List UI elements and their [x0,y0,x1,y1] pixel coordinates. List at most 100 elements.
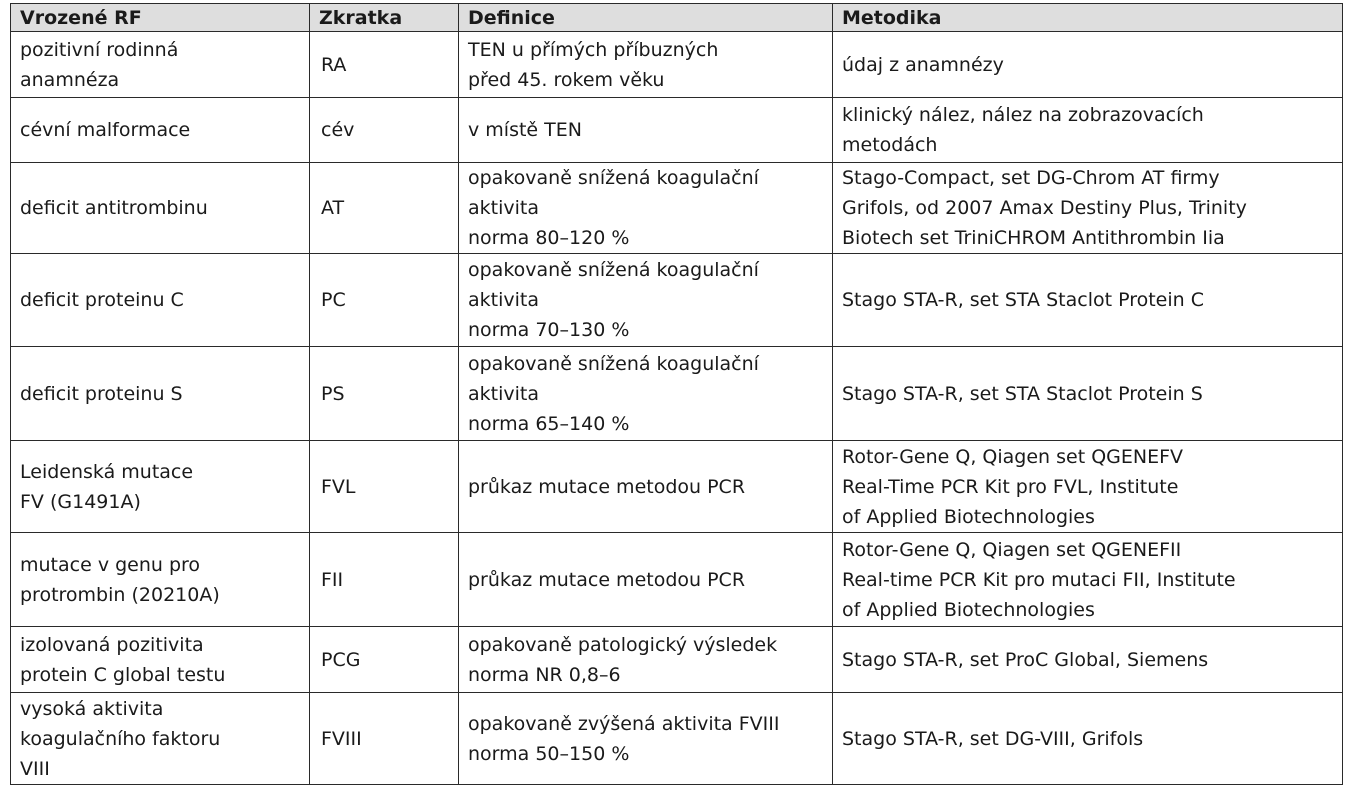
cell-risk-factor: deficit antitrombinu [11,163,310,254]
cell-risk-factor-line: izolovaná pozitivita [20,630,300,660]
cell-definition-line: opakovaně zvýšená aktivita FVIII [468,709,823,739]
table-row: deficit proteinu C PC opakovaně snížená ko… [11,254,1343,347]
cell-definition-line: norma 65–140 % [468,409,823,439]
table-row: vysoká aktivita koagulačního faktoru VIII F… [11,693,1343,785]
cell-definition-line: opakovaně snížená koagulační [468,255,823,285]
cell-definition-line: norma 70–130 % [468,315,823,345]
cell-method-line: klinický nález, nález na zobrazovacích [842,100,1333,130]
cell-risk-factor-line: mutace v genu pro [20,550,300,580]
cell-abbreviation: AT [310,163,459,254]
cell-definition: opakovaně patologický výsledek norma NR 0… [459,627,833,693]
cell-risk-factor-line: pozitivní rodinná [20,35,300,65]
cell-risk-factor-line: cévní malformace [20,115,300,145]
cell-risk-factor-line: protrombin (20210A) [20,580,300,610]
cell-risk-factor-line: deficit proteinu S [20,379,300,409]
cell-definition-line: TEN u přímých příbuzných [468,35,823,65]
risk-factors-table: Vrozené RF Zkratka Definice Metodika poz… [10,3,1343,785]
cell-method-line: Stago STA-R, set DG-VIII, Grifols [842,724,1333,754]
cell-method: Stago STA-R, set ProC Global, Siemens [833,627,1343,693]
cell-definition-line: před 45. rokem věku [468,65,823,95]
cell-method: údaj z anamnézy [833,32,1343,98]
table-row: izolovaná pozitivita protein C global tes… [11,627,1343,693]
cell-risk-factor: cévní malformace [11,98,310,163]
cell-abbreviation: PC [310,254,459,347]
cell-method-line: Biotech set TriniCHROM Antithrombin Iia [842,223,1333,253]
cell-definition-line: opakovaně snížená koagulační [468,163,823,193]
cell-definition: opakovaně snížená koagulační aktivita norm… [459,163,833,254]
cell-risk-factor-line: FV (G1491A) [20,487,300,517]
cell-risk-factor-line: deficit proteinu C [20,285,300,315]
cell-abbreviation: FVIII [310,693,459,785]
cell-method: Stago STA-R, set STA Staclot Protein C [833,254,1343,347]
header-row: Vrozené RF Zkratka Definice Metodika [11,4,1343,32]
cell-definition: průkaz mutace metodou PCR [459,441,833,533]
table-body: pozitivní rodinná anamnéza RA TEN u přímých… [11,32,1343,785]
cell-definition-line: aktivita [468,379,823,409]
cell-risk-factor: deficit proteinu S [11,347,310,441]
cell-method-line: Real-Time PCR Kit pro FVL, Institute [842,472,1333,502]
cell-method: Stago-Compact, set DG-Chrom AT firmy Grif… [833,163,1343,254]
header-method: Metodika [833,4,1343,32]
cell-risk-factor: vysoká aktivita koagulačního faktoru VIII [11,693,310,785]
table-row: deficit proteinu S PS opakovaně snížená ko… [11,347,1343,441]
cell-risk-factor-line: deficit antitrombinu [20,193,300,223]
cell-method-line: Stago-Compact, set DG-Chrom AT firmy [842,163,1333,193]
table-row: cévní malformace cév v místě TEN klinický n… [11,98,1343,163]
cell-method-line: Stago STA-R, set ProC Global, Siemens [842,645,1333,675]
cell-abbreviation: cév [310,98,459,163]
cell-risk-factor: pozitivní rodinná anamnéza [11,32,310,98]
cell-risk-factor: izolovaná pozitivita protein C global tes… [11,627,310,693]
cell-abbreviation: RA [310,32,459,98]
cell-method-line: Stago STA-R, set STA Staclot Protein C [842,285,1333,315]
cell-method: Stago STA-R, set DG-VIII, Grifols [833,693,1343,785]
cell-risk-factor: deficit proteinu C [11,254,310,347]
cell-definition-line: norma 80–120 % [468,223,823,253]
cell-abbreviation: FII [310,533,459,627]
header-definition: Definice [459,4,833,32]
cell-method: klinický nález, nález na zobrazovacích me… [833,98,1343,163]
table-row: deficit antitrombinu AT opakovaně snížená … [11,163,1343,254]
cell-definition-line: norma 50–150 % [468,739,823,769]
cell-risk-factor: mutace v genu pro protrombin (20210A) [11,533,310,627]
cell-definition-line: aktivita [468,193,823,223]
cell-method-line: Rotor-Gene Q, Qiagen set QGENEFII [842,535,1333,565]
table-row: pozitivní rodinná anamnéza RA TEN u přímých… [11,32,1343,98]
cell-method: Stago STA-R, set STA Staclot Protein S [833,347,1343,441]
cell-definition-line: v místě TEN [468,115,823,145]
header-abbr: Zkratka [310,4,459,32]
cell-method-line: of Applied Biotechnologies [842,595,1333,625]
cell-method: Rotor-Gene Q, Qiagen set QGENEFV Real-Tim… [833,441,1343,533]
cell-definition: opakovaně snížená koagulační aktivita norm… [459,347,833,441]
cell-definition-line: aktivita [468,285,823,315]
cell-method-line: metodách [842,130,1333,160]
header-rf: Vrozené RF [11,4,310,32]
cell-method-line: of Applied Biotechnologies [842,502,1333,532]
cell-risk-factor-line: protein C global testu [20,660,300,690]
cell-risk-factor-line: VIII [20,754,300,784]
cell-definition-line: průkaz mutace metodou PCR [468,565,823,595]
cell-definition: v místě TEN [459,98,833,163]
cell-method-line: Stago STA-R, set STA Staclot Protein S [842,379,1333,409]
cell-risk-factor-line: koagulačního faktoru [20,724,300,754]
cell-method-line: Grifols, od 2007 Amax Destiny Plus, Trin… [842,193,1333,223]
cell-risk-factor-line: anamnéza [20,65,300,95]
cell-method: Rotor-Gene Q, Qiagen set QGENEFII Real-ti… [833,533,1343,627]
cell-risk-factor: Leidenská mutace FV (G1491A) [11,441,310,533]
cell-abbreviation: PCG [310,627,459,693]
cell-definition: TEN u přímých příbuzných před 45. rokem v… [459,32,833,98]
cell-risk-factor-line: Leidenská mutace [20,457,300,487]
table-row: mutace v genu pro protrombin (20210A) FII p… [11,533,1343,627]
table-row: Leidenská mutace FV (G1491A) FVL průkaz mut… [11,441,1343,533]
cell-definition-line: opakovaně patologický výsledek [468,630,823,660]
cell-method-line: Rotor-Gene Q, Qiagen set QGENEFV [842,442,1333,472]
cell-abbreviation: FVL [310,441,459,533]
cell-method-line: Real-time PCR Kit pro mutaci FII, Instit… [842,565,1333,595]
cell-definition-line: průkaz mutace metodou PCR [468,472,823,502]
cell-risk-factor-line: vysoká aktivita [20,694,300,724]
cell-definition: průkaz mutace metodou PCR [459,533,833,627]
cell-method-line: údaj z anamnézy [842,50,1333,80]
cell-abbreviation: PS [310,347,459,441]
cell-definition: opakovaně zvýšená aktivita FVIII norma 50… [459,693,833,785]
cell-definition-line: opakovaně snížená koagulační [468,349,823,379]
cell-definition: opakovaně snížená koagulační aktivita norm… [459,254,833,347]
